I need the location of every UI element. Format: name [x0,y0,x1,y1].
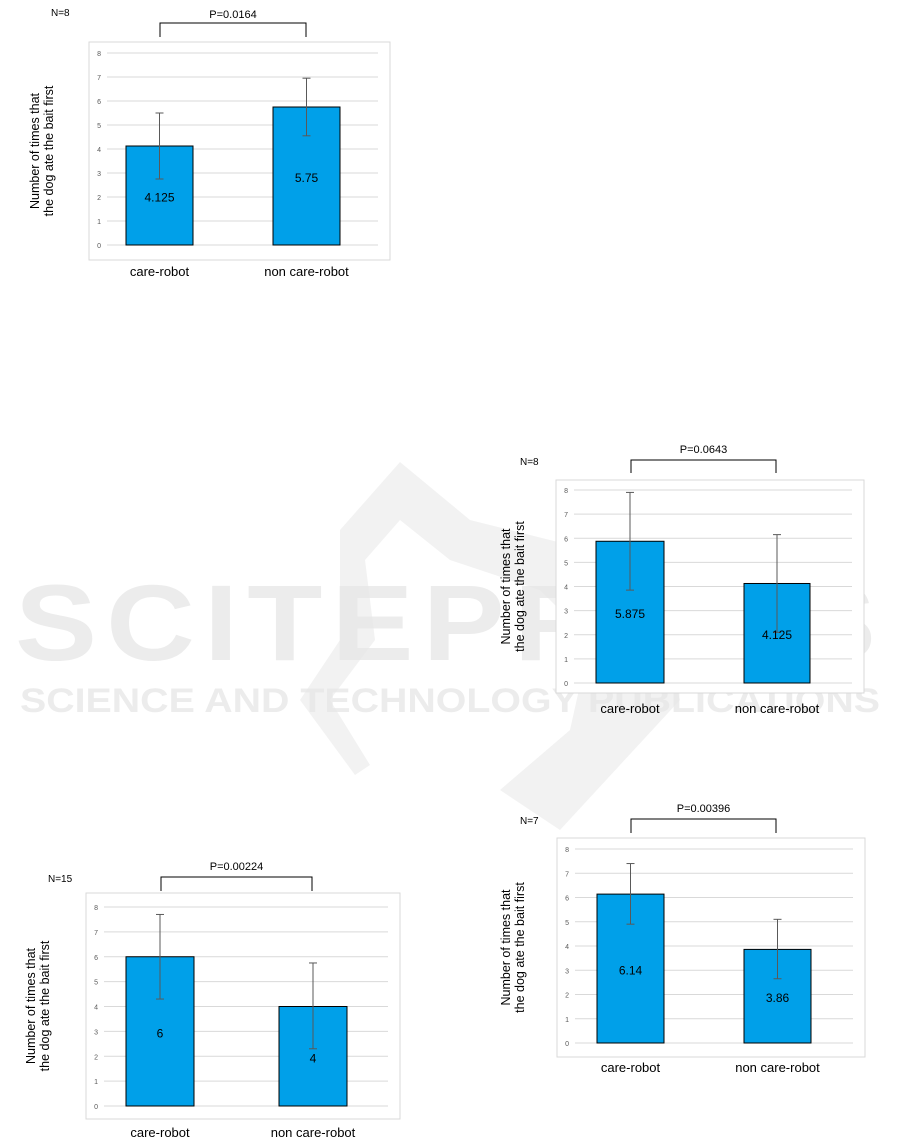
y-tick-label: 1 [565,1017,569,1024]
y-axis-title-line-1: Number of times that [28,92,42,209]
y-tick-label: 8 [97,51,101,58]
y-tick-label: 2 [564,633,568,640]
y-tick-label: 2 [565,993,569,1000]
data-label: 4 [310,1051,317,1065]
sample-size-label: N=8 [520,457,539,468]
y-tick-label: 5 [97,123,101,130]
significance-bracket [630,459,777,473]
x-tick-label: non care-robot [271,1125,356,1140]
y-tick-label: 7 [565,871,569,878]
y-tick-label: 4 [564,585,568,592]
y-tick-label: 3 [564,609,568,616]
y-tick-label: 4 [97,147,101,154]
y-tick-label: 0 [97,243,101,250]
y-tick-label: 6 [564,536,568,543]
data-label: 5.75 [295,171,319,185]
data-label: 6 [157,1026,164,1040]
y-axis-title-line-1: Number of times that [24,947,38,1064]
sample-size-label: N=15 [48,874,73,885]
y-tick-label: 1 [97,219,101,226]
y-tick-label: 4 [565,944,569,951]
x-tick-label: non care-robot [264,264,349,279]
y-tick-label: 0 [94,1104,98,1111]
y-tick-label: 6 [97,99,101,106]
sample-size-label: N=7 [520,816,539,827]
p-value-label: P=0.00396 [677,803,731,815]
data-label: 3.86 [766,991,790,1005]
x-tick-label: non care-robot [735,701,820,716]
y-tick-label: 0 [565,1041,569,1048]
p-value-label: P=0.0164 [209,9,256,21]
y-tick-label: 5 [564,560,568,567]
x-tick-label: non care-robot [735,1060,820,1075]
y-axis-title-line-2: the dog ate the bait first [42,85,56,216]
y-tick-label: 3 [565,968,569,975]
significance-bracket [630,818,777,833]
p-value-label: P=0.00224 [210,861,264,873]
y-tick-label: 4 [94,1005,98,1012]
y-axis-title-line-2: the dog ate the bait first [513,521,527,652]
y-tick-label: 7 [97,75,101,82]
sample-size-label: N=8 [51,8,70,19]
y-tick-label: 1 [94,1079,98,1086]
y-tick-label: 6 [94,955,98,962]
y-tick-label: 5 [94,980,98,987]
x-tick-label: care-robot [600,701,660,716]
y-tick-label: 3 [94,1029,98,1036]
y-tick-label: 8 [565,847,569,854]
y-tick-label: 7 [564,512,568,519]
y-tick-label: 5 [565,920,569,927]
y-tick-label: 7 [94,930,98,937]
y-tick-label: 3 [97,171,101,178]
y-axis-title-line-1: Number of times that [499,528,513,645]
x-tick-label: care-robot [130,264,190,279]
significance-bracket [160,876,313,891]
data-label: 6.14 [619,964,643,978]
y-tick-label: 2 [97,195,101,202]
x-tick-label: care-robot [130,1125,190,1140]
y-tick-label: 2 [94,1054,98,1061]
y-tick-label: 6 [565,896,569,903]
x-tick-label: care-robot [601,1060,661,1075]
y-tick-label: 1 [564,657,568,664]
data-label: 4.125 [144,191,174,205]
data-label: 5.875 [615,607,645,621]
y-tick-label: 8 [564,488,568,495]
y-tick-label: 8 [94,905,98,912]
p-value-label: P=0.0643 [680,444,727,456]
significance-bracket [159,22,307,37]
y-tick-label: 0 [564,681,568,688]
watermark-sweep-shape [300,462,680,830]
y-axis-title-line-1: Number of times that [499,889,513,1006]
y-axis-title-line-2: the dog ate the bait first [38,940,52,1071]
y-axis-title-line-2: the dog ate the bait first [513,882,527,1013]
data-label: 4.125 [762,628,792,642]
